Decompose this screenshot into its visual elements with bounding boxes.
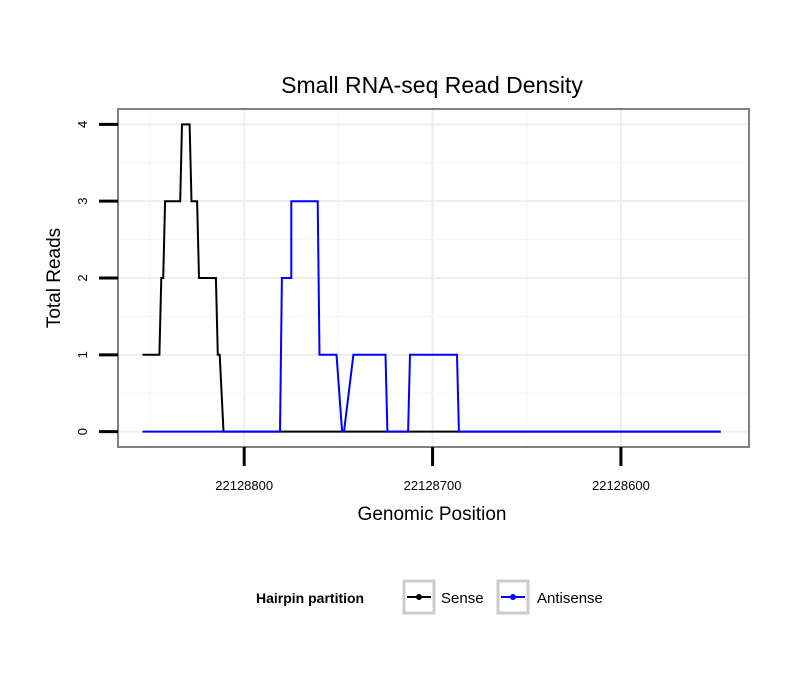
series-line-sense xyxy=(142,123,721,433)
x-tick-label-1: 22128700 xyxy=(404,478,462,493)
legend-title: Hairpin partition xyxy=(256,590,364,606)
data-series xyxy=(142,123,721,433)
y-tick-label-2: 2 xyxy=(75,274,90,281)
y-tick-label-3: 3 xyxy=(75,198,90,205)
y-tick-label-1: 1 xyxy=(75,351,90,358)
x-axis: 22128800 22128700 22128600 xyxy=(215,447,650,493)
y-tick-label-0: 0 xyxy=(75,428,90,435)
legend-key-sense-dot xyxy=(416,594,422,600)
x-tick-label-2: 22128600 xyxy=(592,478,650,493)
y-axis: 0 1 2 3 4 xyxy=(75,121,118,435)
x-axis-title: Genomic Position xyxy=(358,504,507,525)
chart-title: Small RNA-seq Read Density xyxy=(281,72,583,98)
x-tick-label-0: 22128800 xyxy=(215,478,273,493)
legend-key-antisense-dot xyxy=(510,594,516,600)
y-tick-label-4: 4 xyxy=(75,121,90,128)
series-line-antisense xyxy=(142,200,721,433)
legend-label-sense: Sense xyxy=(441,590,484,607)
legend: Hairpin partition Sense Antisense xyxy=(256,579,603,615)
legend-label-antisense: Antisense xyxy=(537,590,603,607)
y-axis-title: Total Reads xyxy=(44,228,65,328)
